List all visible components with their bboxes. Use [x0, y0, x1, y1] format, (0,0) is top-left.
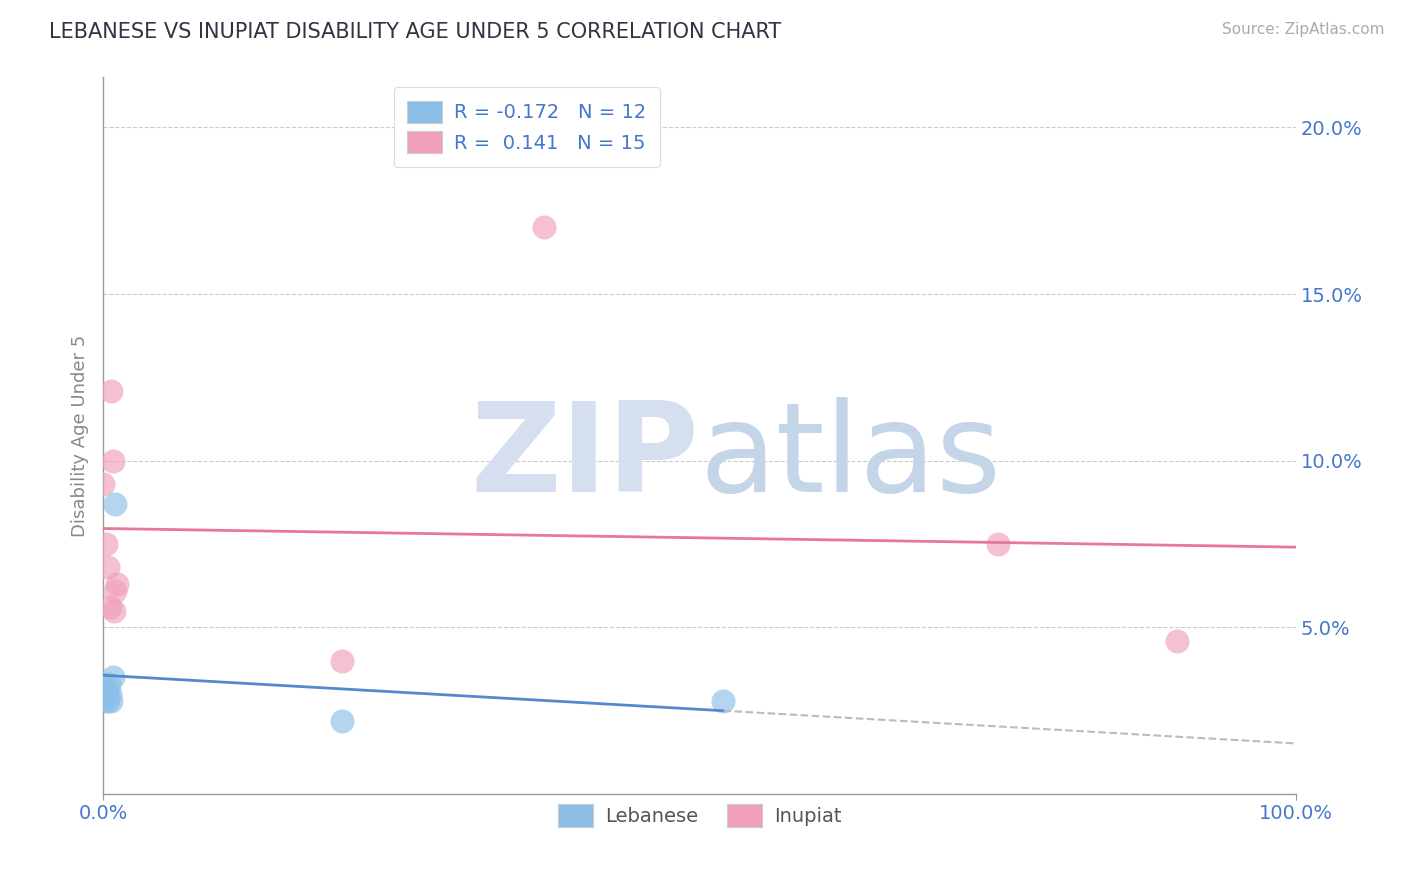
Point — [101, 670, 124, 684]
Point — [713, 694, 735, 708]
Point — [98, 600, 121, 615]
Point — [103, 604, 125, 618]
Point — [94, 687, 117, 701]
Point — [104, 497, 127, 511]
Legend: Lebanese, Inupiat: Lebanese, Inupiat — [550, 797, 849, 835]
Text: ZIP: ZIP — [471, 397, 700, 517]
Point — [97, 694, 120, 708]
Point — [330, 714, 353, 728]
Point — [94, 537, 117, 551]
Point — [96, 687, 118, 701]
Point — [1166, 633, 1188, 648]
Point — [93, 694, 115, 708]
Point — [91, 477, 114, 491]
Point — [100, 384, 122, 398]
Text: atlas: atlas — [700, 397, 1001, 517]
Point — [91, 677, 114, 691]
Point — [98, 687, 121, 701]
Point — [104, 583, 127, 598]
Point — [98, 677, 121, 691]
Point — [97, 560, 120, 574]
Text: Source: ZipAtlas.com: Source: ZipAtlas.com — [1222, 22, 1385, 37]
Y-axis label: Disability Age Under 5: Disability Age Under 5 — [72, 334, 89, 537]
Point — [101, 454, 124, 468]
Point — [100, 694, 122, 708]
Point — [107, 577, 129, 591]
Point — [330, 654, 353, 668]
Text: LEBANESE VS INUPIAT DISABILITY AGE UNDER 5 CORRELATION CHART: LEBANESE VS INUPIAT DISABILITY AGE UNDER… — [49, 22, 782, 42]
Point — [987, 537, 1010, 551]
Point — [533, 220, 555, 235]
